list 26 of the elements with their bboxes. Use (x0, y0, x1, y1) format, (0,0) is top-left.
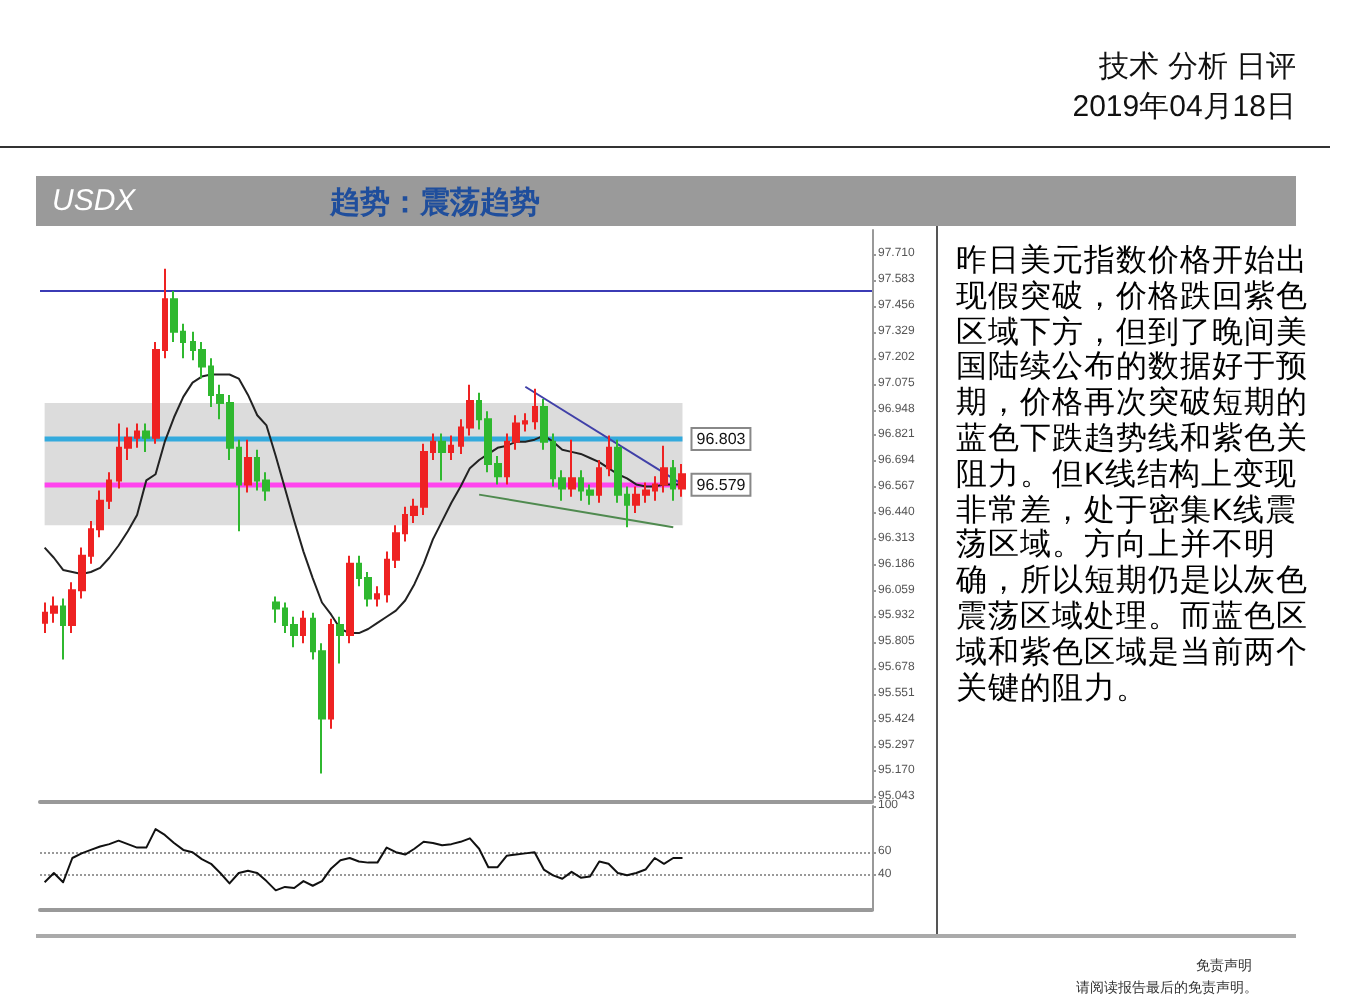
chart-subtitle: 趋势：震荡趋势 (330, 184, 540, 222)
candlestick (660, 444, 668, 494)
line-series (43, 828, 684, 892)
text: 昨日美元指数价格开始出现假突破，价格跌回紫色区域下方，但到了晚间美国陆续公布的数据好于预期，价格再次突破短期的蓝色下跌趋势线和紫色关阻力。但K线结构上变现非常差，处于密集K线震荡区域。方向上并不明确，所以短期仍是以灰色震荡区域处理。而蓝色区域和紫色区域是当前两个关键的阻力。 (956, 244, 1308, 706)
candlestick (346, 554, 354, 645)
candlestick (300, 609, 306, 645)
candlestick (438, 432, 446, 482)
candlestick (568, 438, 576, 498)
line-series (43, 373, 684, 635)
text: 技术 分析 日评 (1099, 48, 1296, 86)
candlestick (532, 387, 538, 431)
ref-line-label: 96.579 (696, 475, 747, 494)
text: 2019年04月18日 (1072, 88, 1296, 126)
candlestick (328, 617, 334, 730)
ref-line-label: 96.803 (696, 430, 747, 449)
candlestick (60, 597, 66, 661)
candlestick (374, 585, 380, 608)
chart-title: USDX (52, 184, 136, 218)
candlestick (606, 434, 612, 478)
candlestick (596, 459, 602, 504)
candlestick (244, 438, 252, 494)
candlestick (678, 463, 686, 498)
candlestick (142, 422, 150, 453)
candlestick (336, 615, 344, 665)
candlestick (670, 459, 676, 502)
candlestick (448, 434, 454, 462)
